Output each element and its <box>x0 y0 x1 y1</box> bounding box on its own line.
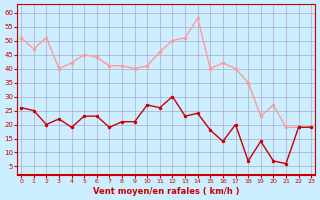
X-axis label: Vent moyen/en rafales ( km/h ): Vent moyen/en rafales ( km/h ) <box>93 187 239 196</box>
